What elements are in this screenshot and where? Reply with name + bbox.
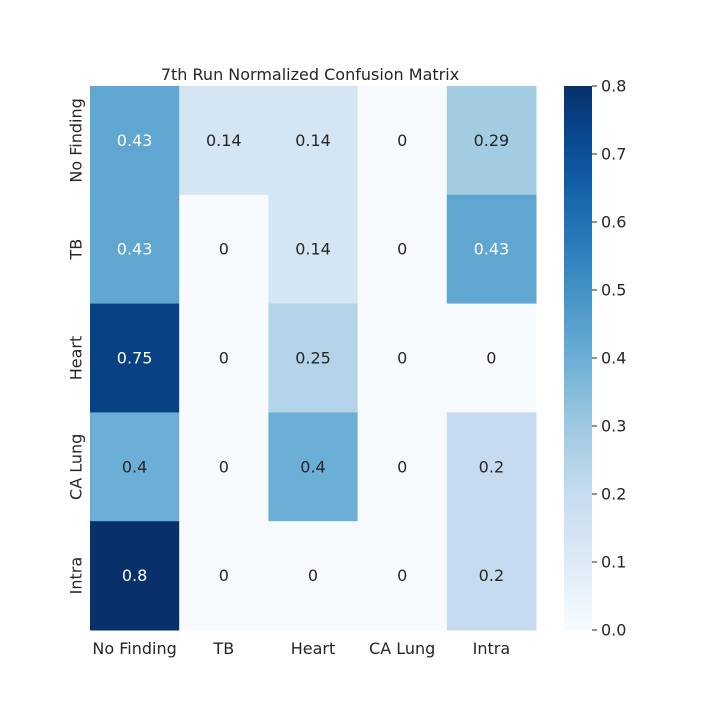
- cell-value-label: 0.4: [300, 457, 325, 476]
- heatmap-cell: [357, 194, 448, 305]
- cell-value-labels: 0.43 0.14 0.14 0 0.29 0.43 0 0.14 0 0.43 0.75 0 0.25…: [117, 131, 509, 585]
- cell-value-label: 0.25: [295, 349, 331, 368]
- x-tick-label: No Finding: [92, 639, 176, 658]
- y-tick-label: No Finding: [67, 98, 86, 182]
- heatmap-cell: [357, 303, 448, 413]
- cell-value-label: 0: [397, 131, 407, 150]
- cell-value-label: 0.2: [479, 457, 504, 476]
- colorbar-tick-label: 0.7: [601, 145, 626, 164]
- cell-value-label: 0.14: [295, 131, 331, 150]
- chart-title: 7th Run Normalized Confusion Matrix: [161, 65, 459, 84]
- heatmap-cell: [179, 412, 269, 522]
- cell-value-label: 0.4: [122, 457, 147, 476]
- colorbar-tick-label: 0.2: [601, 485, 626, 504]
- heatmap-cell: [90, 303, 180, 413]
- y-tick-label: Heart: [67, 336, 86, 381]
- heatmap-cell: [268, 194, 359, 305]
- heatmap-cell: [90, 521, 180, 631]
- heatmap-cells: [90, 86, 537, 631]
- colorbar-tick-label: 0.4: [601, 349, 626, 368]
- x-tick-label: CA Lung: [369, 639, 435, 658]
- cell-value-label: 0.2: [479, 566, 504, 585]
- cell-value-label: 0.29: [474, 131, 510, 150]
- colorbar-tick-label: 0.5: [601, 281, 626, 300]
- y-tick-label: CA Lung: [67, 434, 86, 500]
- heatmap-cell: [357, 412, 448, 522]
- cell-value-label: 0.43: [117, 131, 153, 150]
- cell-value-label: 0.14: [206, 131, 242, 150]
- heatmap-cell: [357, 521, 448, 631]
- heatmap-cell: [90, 412, 180, 522]
- heatmap-cell: [446, 521, 537, 631]
- heatmap-cell: [179, 303, 269, 413]
- x-tick-label: Intra: [473, 639, 511, 658]
- heatmap-cell: [268, 303, 359, 413]
- cell-value-label: 0: [219, 240, 229, 259]
- cell-value-label: 0: [397, 240, 407, 259]
- heatmap-cell: [446, 194, 537, 305]
- heatmap-cell: [357, 86, 448, 196]
- cell-value-label: 0: [397, 349, 407, 368]
- heatmap-cell: [90, 86, 180, 196]
- heatmap-cell: [446, 412, 537, 522]
- cell-value-label: 0: [219, 457, 229, 476]
- heatmap-cell: [446, 86, 537, 196]
- colorbar-tick-label: 0.0: [601, 621, 626, 640]
- heatmap-cell: [179, 86, 269, 196]
- colorbar: [564, 86, 592, 630]
- cell-value-label: 0.75: [117, 349, 153, 368]
- heatmap-cell: [268, 86, 359, 196]
- cell-value-label: 0.8: [122, 566, 147, 585]
- colorbar-ticks: 0.0 0.1 0.2 0.3 0.4 0.5 0.6 0.7 0.8: [592, 77, 626, 640]
- cell-value-label: 0: [308, 566, 318, 585]
- x-axis-tick-labels: No Finding TB Heart CA Lung Intra: [92, 639, 510, 658]
- x-tick-label: TB: [212, 639, 234, 658]
- cell-value-label: 0: [219, 566, 229, 585]
- cell-value-label: 0: [397, 566, 407, 585]
- y-tick-label: TB: [67, 239, 86, 261]
- cell-value-label: 0.14: [295, 240, 331, 259]
- cell-value-label: 0.43: [474, 240, 510, 259]
- heatmap-cell: [90, 194, 180, 305]
- y-tick-label: Intra: [67, 557, 86, 595]
- cell-value-label: 0.43: [117, 240, 153, 259]
- x-tick-label: Heart: [291, 639, 336, 658]
- cell-value-label: 0: [397, 457, 407, 476]
- colorbar-tick-label: 0.1: [601, 553, 626, 572]
- colorbar-tick-label: 0.6: [601, 213, 626, 232]
- colorbar-tick-label: 0.3: [601, 417, 626, 436]
- heatmap-cell: [179, 194, 269, 305]
- cell-value-label: 0: [219, 349, 229, 368]
- cell-value-label: 0: [486, 349, 496, 368]
- heatmap-cell: [268, 521, 359, 631]
- colorbar-tick-label: 0.8: [601, 77, 626, 96]
- heatmap-cell: [179, 521, 269, 631]
- heatmap-cell: [446, 303, 537, 413]
- y-axis-tick-labels: No Finding TB Heart CA Lung Intra: [67, 98, 86, 594]
- heatmap-cell: [268, 412, 359, 522]
